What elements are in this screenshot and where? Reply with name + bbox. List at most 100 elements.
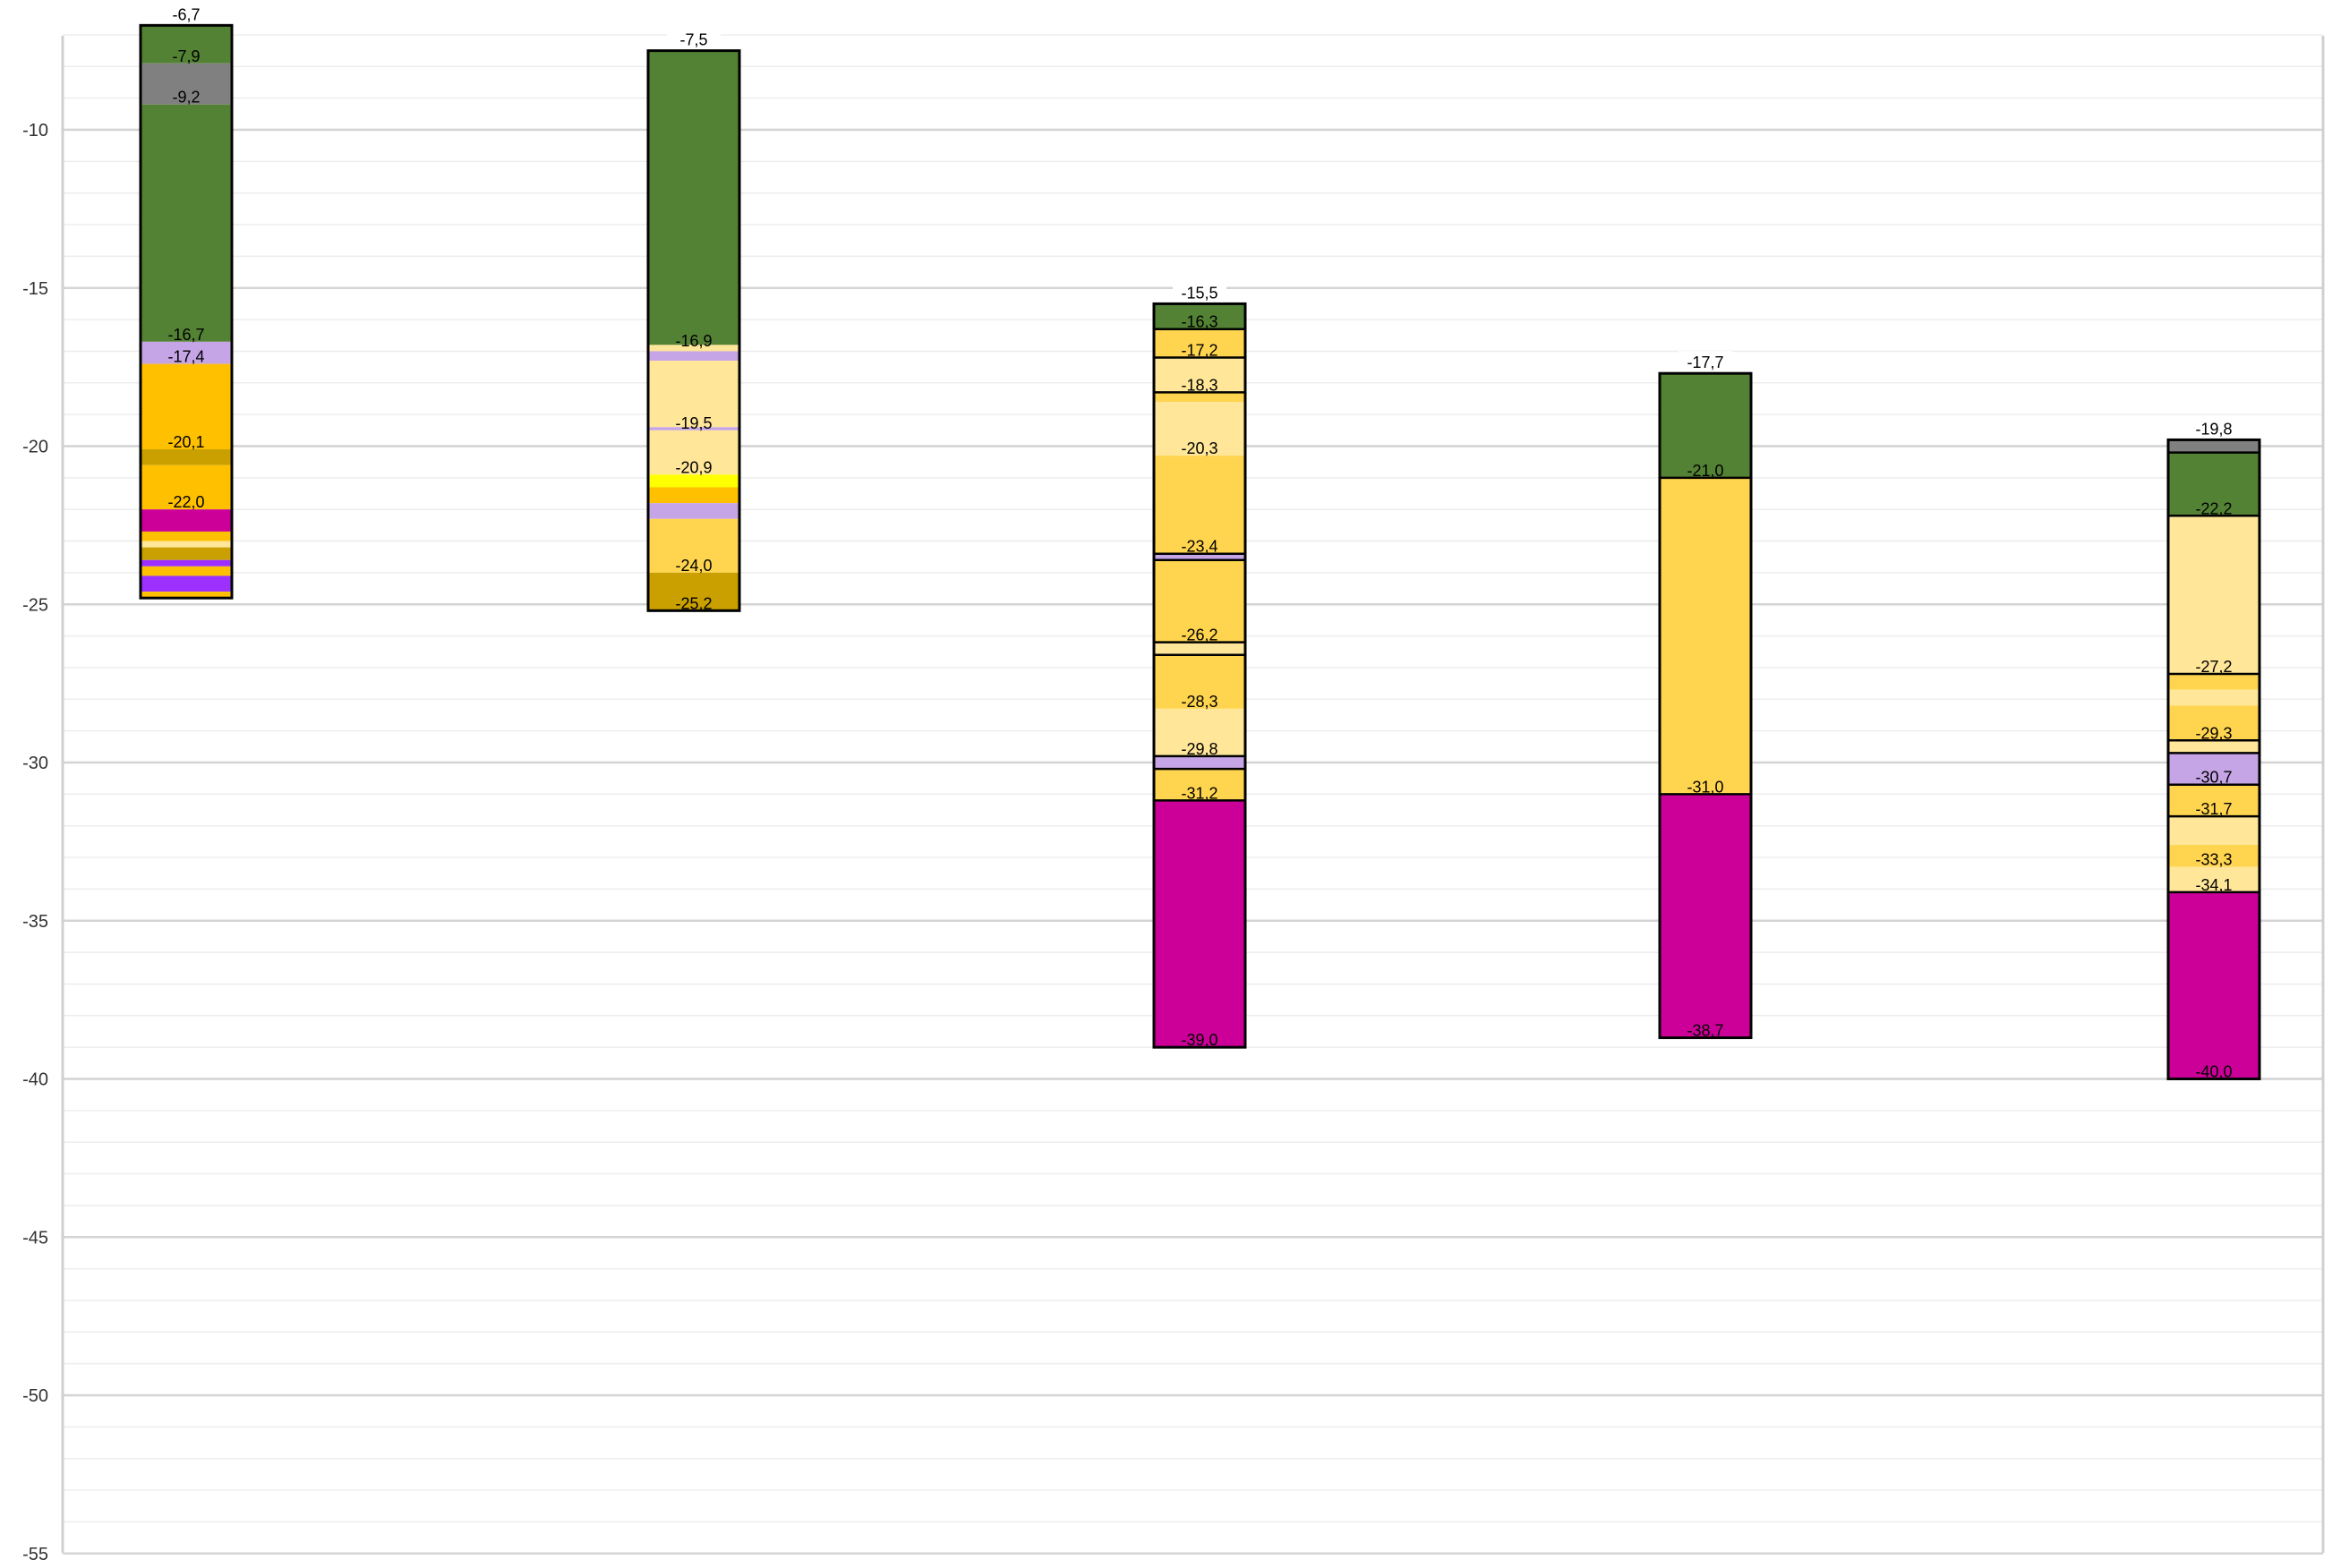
data-label: -30,7 xyxy=(2195,769,2232,787)
y-tick-label: -30 xyxy=(22,754,48,773)
y-tick-label: -45 xyxy=(22,1228,48,1248)
data-label: -25,2 xyxy=(675,594,712,612)
bar-segment xyxy=(648,345,739,352)
bar-segment xyxy=(2168,439,2259,453)
data-label: -28,3 xyxy=(1181,693,1217,711)
bar-segment xyxy=(141,104,232,342)
y-tick-label: -35 xyxy=(22,912,48,932)
column: -15,5 -16,3 -17,2 -18,3 -20,3 -23,4 -26,2 -28,3… xyxy=(1152,281,1247,1049)
data-label: -6,7 xyxy=(172,5,200,23)
data-label: -21,0 xyxy=(1687,462,1723,480)
column-outline xyxy=(646,49,741,612)
bar-segment xyxy=(141,566,232,576)
bar-segment xyxy=(1154,456,1245,554)
bar-segment xyxy=(141,531,232,541)
bar-segment xyxy=(648,361,739,428)
bar-segment xyxy=(1154,654,1245,709)
bar-segment xyxy=(2168,740,2259,754)
data-label: -16,7 xyxy=(167,326,204,344)
bar-segment xyxy=(648,503,739,519)
y-tick-label: -25 xyxy=(22,595,48,615)
data-label: -19,5 xyxy=(675,414,712,432)
bar-segment xyxy=(1660,794,1751,1038)
bar-segment xyxy=(1154,357,1245,393)
bar-segment xyxy=(2168,705,2259,741)
data-label: -26,2 xyxy=(1181,626,1217,644)
bar-segment xyxy=(2168,844,2259,867)
column: -19,8 -22,2 -27,2 -29,3 -30,7 -31,7 -33,3 -34,1… xyxy=(2166,417,2261,1081)
bar-segment xyxy=(2168,689,2259,706)
y-tick-label: -40 xyxy=(22,1070,48,1090)
bar-segment xyxy=(2168,784,2259,817)
column: -17,7 -21,0 -31,0 -38,7 xyxy=(1658,351,1753,1040)
bar-segment xyxy=(2168,866,2259,892)
data-label: -7,5 xyxy=(679,31,707,49)
data-label: -7,9 xyxy=(172,47,200,65)
bar-segment xyxy=(1154,800,1245,1048)
data-label: -40,0 xyxy=(2195,1063,2232,1081)
bar-segment xyxy=(2168,816,2259,845)
data-label: -27,2 xyxy=(2195,658,2232,676)
column-outline xyxy=(1658,371,1753,1040)
y-tick-label: -55 xyxy=(22,1545,48,1564)
bar-segment xyxy=(2168,674,2259,690)
bar-segment xyxy=(2168,891,2259,1079)
data-label: -23,4 xyxy=(1181,538,1217,556)
data-label: -20,9 xyxy=(675,458,712,476)
data-label: -9,2 xyxy=(172,89,200,107)
bar-segment xyxy=(1154,392,1245,403)
data-label-background xyxy=(2187,417,2241,438)
data-label: -17,7 xyxy=(1687,354,1723,371)
data-label: -31,7 xyxy=(2195,800,2232,818)
data-label-background xyxy=(1173,281,1226,302)
data-label: -34,1 xyxy=(2195,876,2232,894)
data-label-background xyxy=(1679,351,1732,371)
bar-segment xyxy=(1154,328,1245,358)
data-label: -16,3 xyxy=(1181,313,1217,331)
data-label: -24,0 xyxy=(675,557,712,575)
data-label: -18,3 xyxy=(1181,376,1217,394)
y-tick-label: -20 xyxy=(22,438,48,457)
bar-segment xyxy=(141,25,232,64)
data-label: -20,1 xyxy=(167,433,204,451)
bar-segment xyxy=(1154,303,1245,329)
bar-segment xyxy=(1154,642,1245,655)
bar-segment xyxy=(2168,516,2259,675)
bar-segment xyxy=(1660,477,1751,795)
data-label: -17,4 xyxy=(167,348,204,366)
bar-segment xyxy=(648,50,739,345)
bar-segment xyxy=(141,592,232,599)
bar-segment xyxy=(1154,755,1245,770)
column-outline xyxy=(1152,302,1247,1049)
bar-segment xyxy=(2168,452,2259,516)
column-outline xyxy=(139,23,234,600)
data-label: -15,5 xyxy=(1181,284,1217,302)
bar-segment xyxy=(141,509,232,532)
bar-segment xyxy=(1154,708,1245,756)
y-tick-label: -50 xyxy=(22,1386,48,1406)
data-label-background xyxy=(159,3,213,23)
bar-segment xyxy=(648,430,739,475)
column-outline xyxy=(2166,438,2261,1080)
bar-segment xyxy=(1154,769,1245,801)
bar-segment xyxy=(141,464,232,510)
data-label: -38,7 xyxy=(1687,1022,1723,1040)
bar-segment xyxy=(1154,553,1245,560)
bar-segment xyxy=(648,474,739,488)
bar-segment xyxy=(1154,402,1245,456)
data-label: -33,3 xyxy=(2195,851,2232,869)
data-label: -31,2 xyxy=(1181,784,1217,802)
bar-segment xyxy=(648,487,739,504)
data-label: -22,2 xyxy=(2195,499,2232,517)
bar-segment xyxy=(141,363,232,450)
data-label: -19,8 xyxy=(2195,420,2232,438)
data-label: -39,0 xyxy=(1181,1031,1217,1049)
data-label: -29,8 xyxy=(1181,740,1217,758)
data-label-background xyxy=(667,28,721,48)
bar-segment xyxy=(648,572,739,611)
data-label: -16,9 xyxy=(675,332,712,350)
bar-segment xyxy=(648,351,739,362)
bar-segment xyxy=(141,541,232,548)
bar-segment xyxy=(141,63,232,105)
